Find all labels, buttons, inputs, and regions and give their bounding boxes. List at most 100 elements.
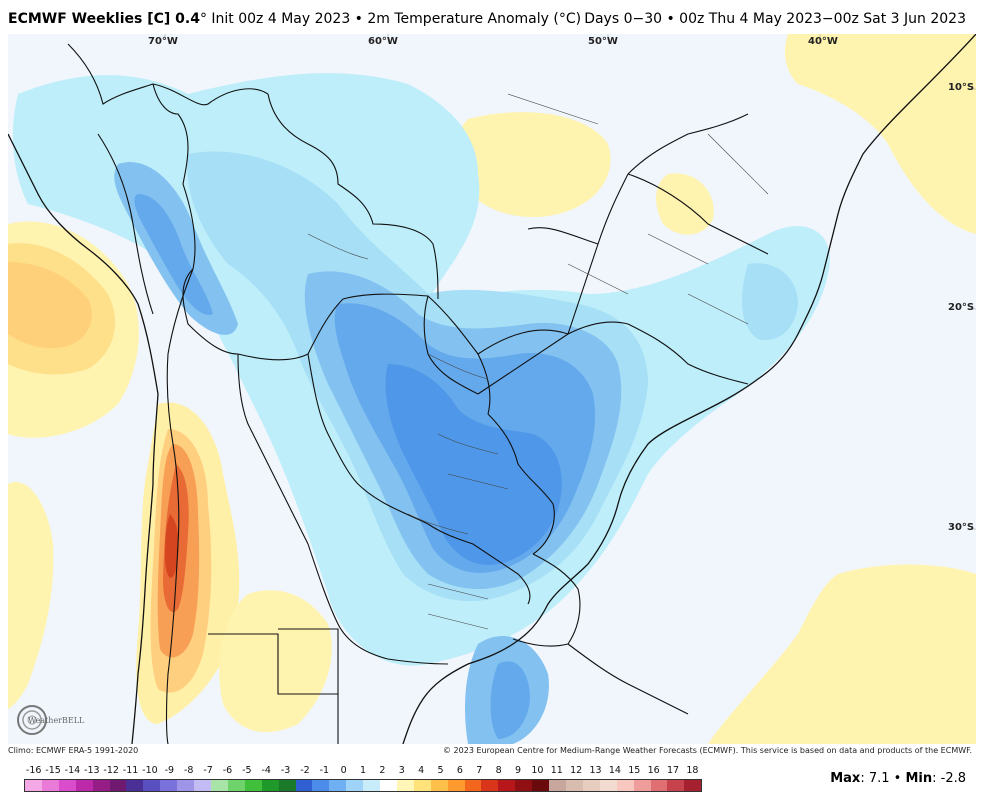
map-title: ECMWF Weeklies [C] 0.4° Init 00z 4 May 2…	[8, 11, 581, 27]
colorbar-swatch	[515, 780, 533, 791]
colorbar-swatch	[464, 780, 482, 791]
colorbar-tick-label: -3	[280, 765, 291, 776]
colorbar-ticks: -16 -15 -14 -13 -12 -11 -10 -9 -8 -7 -6 -5 -4 -3 -2 -1 0…	[24, 765, 702, 777]
colorbar-tick-label: -6	[222, 765, 233, 776]
colorbar-tick-label: -1	[319, 765, 330, 776]
min-value: -2.8	[940, 771, 966, 786]
colorbar-swatch	[160, 780, 178, 791]
colorbar-tick-label: 17	[667, 765, 680, 776]
colorbar-swatch	[532, 780, 550, 791]
copyright-notice: © 2023 European Centre for Medium-Range …	[443, 746, 972, 755]
colorbar-tick-label: 12	[570, 765, 583, 776]
colorbar-tick-label: 6	[456, 765, 463, 776]
warm-anomaly-fills	[8, 34, 976, 744]
colorbar-swatch	[566, 780, 583, 791]
max-value: 7.1	[868, 771, 890, 786]
colorbar-tick-label: 10	[531, 765, 544, 776]
colorbar-tick-label: 14	[608, 765, 621, 776]
colorbar-swatch	[143, 780, 161, 791]
max-label: Max	[830, 771, 861, 786]
colorbar-swatch	[667, 780, 685, 791]
colorbar-swatch	[295, 780, 313, 791]
colorbar-tick-label: -16	[25, 765, 42, 776]
colorbar-tick-label: -8	[183, 765, 194, 776]
product-subtitle: ° Init 00z 4 May 2023 • 2m Temperature A…	[199, 11, 582, 27]
colorbar-tick-label: -15	[45, 765, 61, 776]
colorbar-tick-label: 9	[515, 765, 522, 776]
colorbar-swatch	[447, 780, 465, 791]
country-borders	[67, 43, 769, 744]
valid-period: Days 0−30 • 00z Thu 4 May 2023−00z Sat 3…	[584, 11, 966, 27]
climo-credit: Climo: ECMWF ERA-5 1991-2020	[8, 746, 139, 755]
colorbar-tick-label: 4	[418, 765, 425, 776]
colorbar-swatch	[396, 780, 414, 791]
colorbar-swatch	[92, 780, 110, 791]
colorbar-tick-label: 1	[360, 765, 367, 776]
colorbar-swatch	[599, 780, 617, 791]
colorbar-swatch	[126, 780, 144, 791]
colorbar-swatch	[430, 780, 448, 791]
colorbar-tick-label: -2	[300, 765, 310, 776]
colorbar-swatch	[278, 780, 296, 791]
colorbar-tick-label: -4	[261, 765, 271, 776]
lat-label-10s: 10°S	[948, 82, 975, 93]
coastline	[8, 34, 976, 744]
graticule	[164, 34, 976, 530]
colorbar-swatch	[194, 780, 211, 791]
colorbar-tick-label: 0	[340, 765, 347, 776]
lon-label-50w: 50°W	[588, 36, 618, 47]
colorbar-tick-label: 3	[398, 765, 405, 776]
colorbar-tick-label: -10	[142, 765, 158, 776]
colorbar-swatch	[380, 780, 397, 791]
colorbar-tick-label: -7	[203, 765, 213, 776]
colorbar-swatch	[633, 780, 651, 791]
colorbar-tick-label: 7	[476, 765, 483, 776]
max-min-readout: Max: 7.1 • Min: -2.8	[830, 771, 966, 786]
map-canvas	[8, 34, 976, 744]
anomaly-map: 70°W 60°W 50°W 40°W 10°S 20°S 30°S	[8, 34, 976, 744]
colorbar	[24, 779, 702, 792]
lon-label-70w: 70°W	[148, 36, 178, 47]
weatherbell-logo: WeatherBELL	[17, 705, 85, 735]
colorbar-swatch	[549, 780, 566, 791]
colorbar-tick-label: -12	[103, 765, 119, 776]
colorbar-swatch	[58, 780, 76, 791]
colorbar-swatch	[616, 780, 634, 791]
colorbar-tick-label: 15	[628, 765, 641, 776]
colorbar-tick-label: -14	[64, 765, 81, 776]
lat-label-30s: 30°S	[948, 522, 975, 533]
colorbar-swatch	[210, 780, 228, 791]
colorbar-swatch	[684, 780, 702, 791]
colorbar-tick-label: 11	[550, 765, 563, 776]
colorbar-swatch	[346, 780, 364, 791]
cool-anomaly-fills	[12, 73, 830, 744]
colorbar-tick-label: 18	[686, 765, 699, 776]
lon-label-40w: 40°W	[808, 36, 838, 47]
colorbar-tick-label: -5	[242, 765, 252, 776]
lat-label-20s: 20°S	[948, 302, 975, 313]
colorbar-swatch	[363, 780, 381, 791]
colorbar-swatch	[312, 780, 330, 791]
colorbar-swatch	[227, 780, 245, 791]
colorbar-swatch	[481, 780, 499, 791]
colorbar-tick-label: 5	[437, 765, 444, 776]
colorbar-swatch	[498, 780, 516, 791]
lon-label-60w: 60°W	[368, 36, 398, 47]
colorbar-tick-label: 8	[495, 765, 502, 776]
colorbar-swatch	[177, 780, 195, 791]
colorbar-tick-label: -9	[164, 765, 175, 776]
colorbar-tick-label: -11	[122, 765, 139, 776]
colorbar-tick-label: -13	[84, 765, 100, 776]
colorbar-swatch	[75, 780, 93, 791]
colorbar-tick-label: 2	[379, 765, 386, 776]
min-label: Min	[905, 771, 933, 786]
colorbar-swatch	[109, 780, 127, 791]
colorbar-swatch	[41, 780, 59, 791]
colorbar-swatch	[244, 780, 262, 791]
colorbar-swatch	[25, 780, 42, 791]
colorbar-swatch	[650, 780, 668, 791]
state-borders	[307, 93, 769, 630]
logo-text: WeatherBELL	[28, 716, 85, 725]
product-name: ECMWF Weeklies [C] 0.4	[8, 11, 200, 27]
colorbar-swatch	[413, 780, 431, 791]
